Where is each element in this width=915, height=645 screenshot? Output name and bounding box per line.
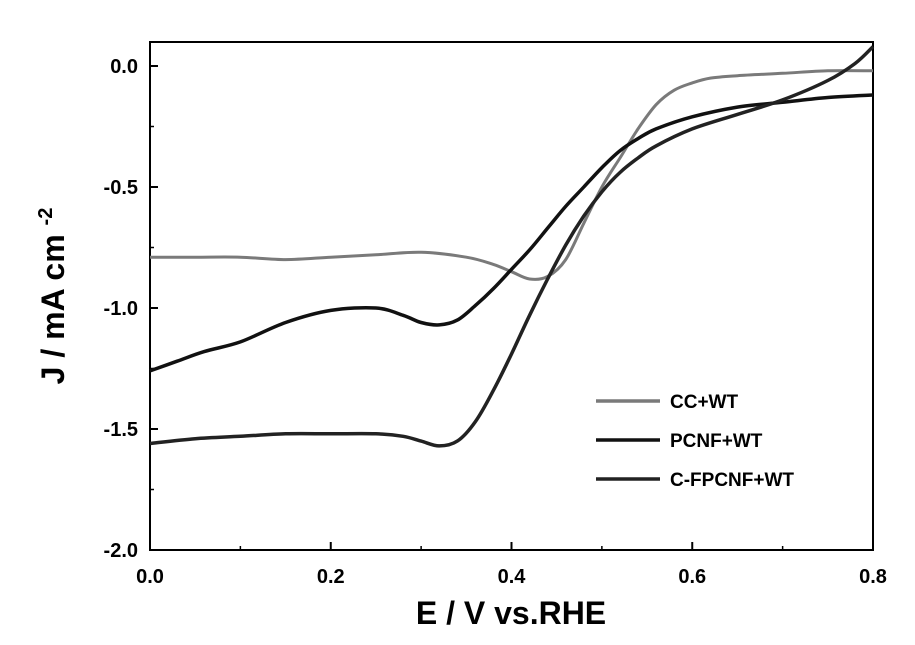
series-line-cc-wt: [149, 69, 874, 281]
legend-label: CC+WT: [670, 392, 738, 413]
x-tick-label: 0.6: [678, 566, 706, 588]
y-tick-label: -1.5: [104, 419, 138, 441]
series-line-c-fpcnf-wt: [149, 45, 875, 448]
y-axis-label: J / mA cm: [35, 234, 71, 384]
legend-label: C-FPCNF+WT: [670, 470, 794, 491]
y-axis: 0.0 -0.5 -1.0 -1.5 -2.0: [104, 56, 158, 562]
x-tick-label: 0.0: [136, 566, 164, 588]
y-tick-label: -0.5: [104, 177, 138, 199]
x-tick-label: 0.4: [498, 566, 527, 588]
x-axis-label: E / V vs.RHE: [416, 595, 606, 631]
y-tick-label: -1.0: [104, 298, 138, 320]
x-axis: 0.0 0.2 0.4 0.6 0.8: [136, 542, 887, 588]
svg-text:J / mA cm -2: J / mA cm -2: [35, 208, 71, 385]
y-tick-label: 0.0: [110, 56, 138, 78]
legend: CC+WT PCNF+WT C-FPCNF+WT: [596, 392, 794, 491]
y-tick-label: -2.0: [104, 540, 138, 562]
x-tick-label: 0.2: [317, 566, 345, 588]
legend-label: PCNF+WT: [670, 431, 763, 452]
y-axis-label-superscript: -2: [35, 208, 57, 226]
x-tick-label: 0.8: [859, 566, 887, 588]
y-axis-label-group: J / mA cm -2: [35, 208, 71, 385]
series-line-pcnf-wt: [149, 93, 874, 373]
series-layer: [149, 45, 875, 448]
